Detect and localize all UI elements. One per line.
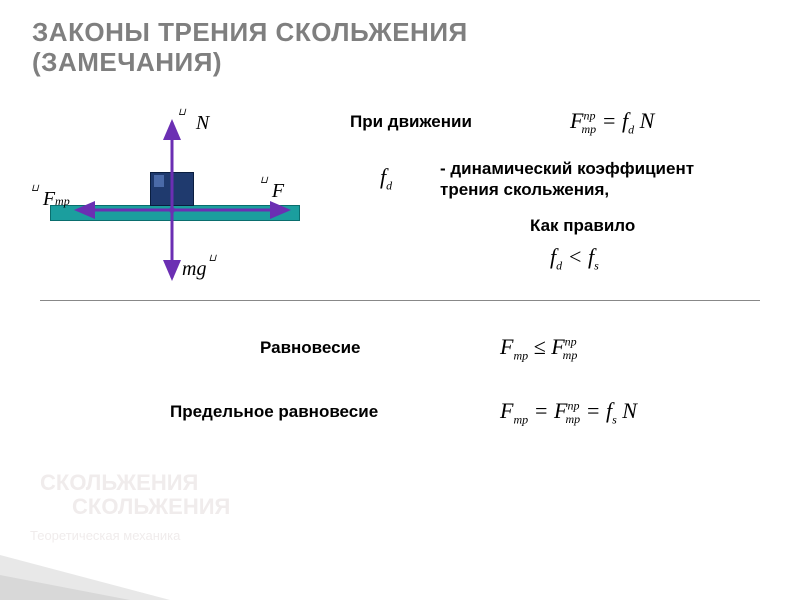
text-motion: При движении xyxy=(350,112,472,132)
symbol-fd: fd xyxy=(380,164,392,193)
formula-Ftr-le-Fnp: Fтр ≤ Fпртр xyxy=(500,334,577,363)
force-diagram: ⊔N ⊔Fтр ⊔F mg⊔ xyxy=(30,100,320,300)
label-F: ⊔F xyxy=(264,180,284,203)
text-equilibrium: Равновесие xyxy=(260,338,361,358)
formula-fd-lt-fs: fd < fs xyxy=(550,244,599,273)
divider-line xyxy=(40,300,760,301)
text-rule: Как правило xyxy=(530,216,635,236)
corner-wedge xyxy=(0,510,200,600)
formula-Ftr-eq-fsN: Fтр = Fпртр = fs N xyxy=(500,398,637,427)
formula-Fnp-fdN: Fпртр = fd N xyxy=(570,108,654,137)
label-N: ⊔N xyxy=(188,112,209,135)
label-Ftr: ⊔Fтр xyxy=(35,188,70,211)
title-line1: ЗАКОНЫ ТРЕНИЯ СКОЛЬЖЕНИЯ xyxy=(32,17,468,47)
label-mg: mg⊔ xyxy=(182,258,214,281)
text-dynamic-coeff: - динамический коэффициент трения скольж… xyxy=(440,158,694,201)
text-limit-equilibrium: Предельное равновесие xyxy=(170,402,378,422)
ghost-text-1: СКОЛЬЖЕНИЯ xyxy=(40,470,198,496)
title-line2: (ЗАМЕЧАНИЯ) xyxy=(32,47,222,77)
page-title: ЗАКОНЫ ТРЕНИЯ СКОЛЬЖЕНИЯ (ЗАМЕЧАНИЯ) xyxy=(32,18,468,78)
